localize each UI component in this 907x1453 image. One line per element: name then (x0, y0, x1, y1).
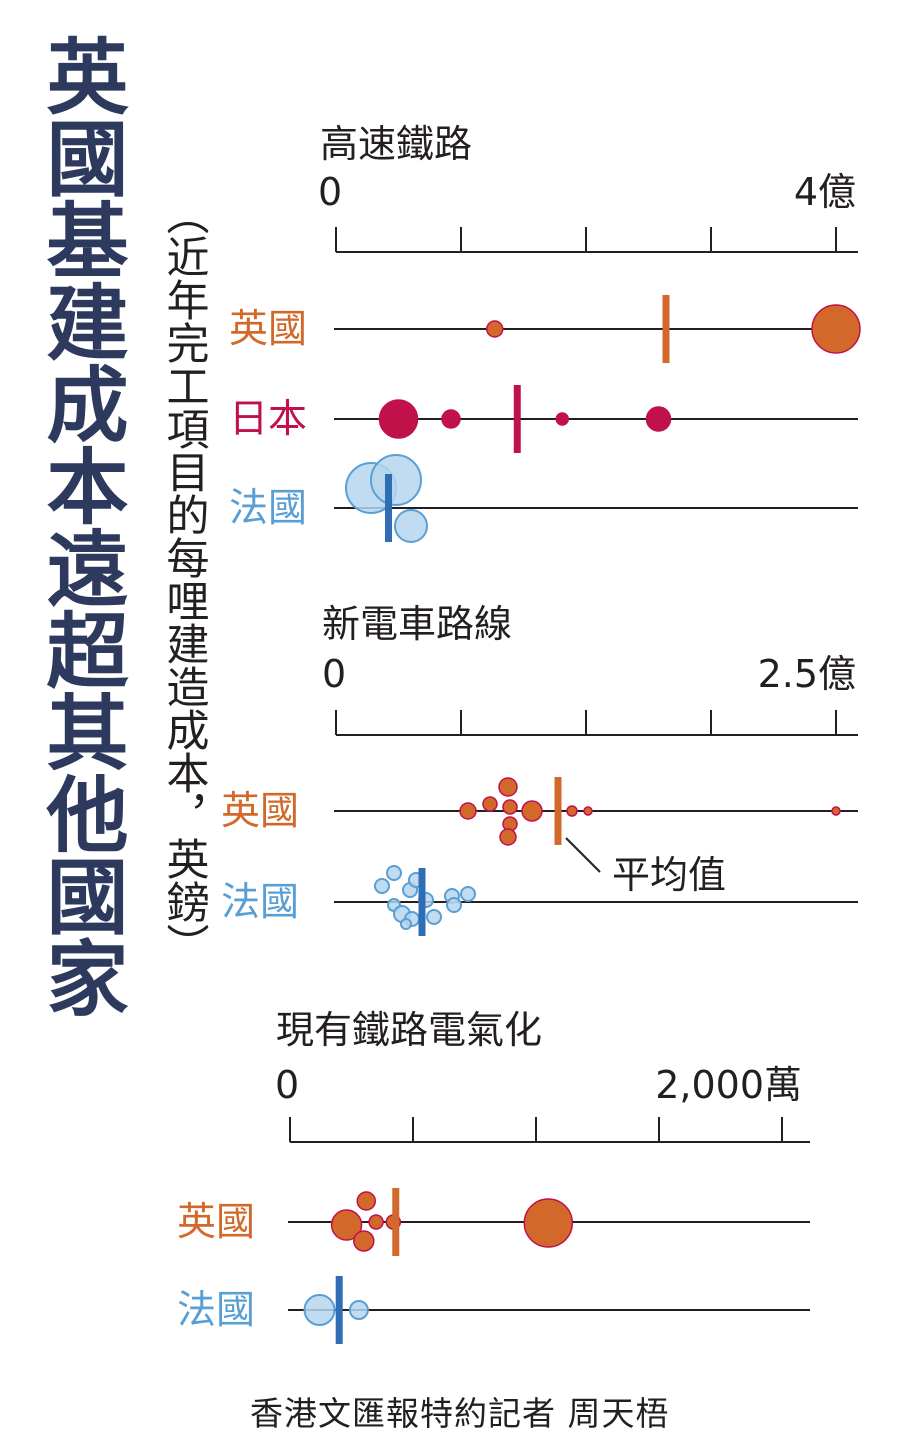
data-point (394, 509, 428, 543)
axis-max-label: 2,000萬 (655, 1063, 802, 1107)
data-point (566, 805, 578, 817)
series-label: 英國 (229, 307, 307, 352)
chart-title: 高速鐵路 (320, 122, 472, 166)
data-point (441, 409, 461, 429)
data-point (521, 800, 543, 822)
data-point (502, 799, 518, 815)
chart-title: 現有鐵路電氣化 (276, 1008, 542, 1052)
data-point (378, 399, 419, 439)
axis-min-label: 0 (322, 652, 346, 696)
data-point (486, 320, 504, 338)
series-label: 日本 (229, 397, 307, 442)
mean-callout-label: 平均值 (612, 853, 726, 897)
data-point (555, 412, 569, 426)
axis-max-label: 2.5億 (758, 652, 856, 696)
credit-line: 香港文匯報特約記者 周天梧 (250, 1394, 670, 1433)
data-point (426, 909, 442, 925)
main-title: 英國基建成本遠超其他國家 (32, 34, 127, 1018)
mean-callout-line (565, 837, 601, 873)
data-point (353, 1230, 375, 1252)
series-label: 英國 (177, 1200, 255, 1245)
data-point (446, 897, 462, 913)
data-point (459, 802, 477, 820)
data-point (831, 806, 841, 816)
series-label: 法國 (221, 880, 299, 925)
series-label: 英國 (221, 789, 299, 834)
series-label: 法國 (177, 1288, 255, 1333)
data-point (370, 454, 422, 506)
data-point (498, 777, 518, 797)
axis-min-label: 0 (318, 170, 342, 214)
series-label: 法國 (229, 486, 307, 531)
data-point (583, 806, 593, 816)
data-point (482, 796, 498, 812)
data-point (356, 1191, 377, 1211)
data-point (645, 406, 672, 432)
data-point (499, 828, 517, 846)
data-point (374, 878, 390, 894)
data-point (811, 304, 861, 354)
data-point (330, 1209, 363, 1241)
data-point (386, 865, 402, 881)
chart-title: 新電車路線 (322, 602, 512, 646)
axis-min-label: 0 (275, 1063, 299, 1107)
data-point (523, 1198, 574, 1248)
data-point (303, 1294, 336, 1326)
data-point (460, 886, 476, 902)
subtitle: （近年完工項目的每哩建造成本，英鎊） (159, 192, 209, 966)
data-point (400, 918, 412, 930)
data-point (348, 1300, 369, 1320)
axis-max-label: 4億 (794, 170, 856, 214)
data-point (368, 1214, 384, 1230)
